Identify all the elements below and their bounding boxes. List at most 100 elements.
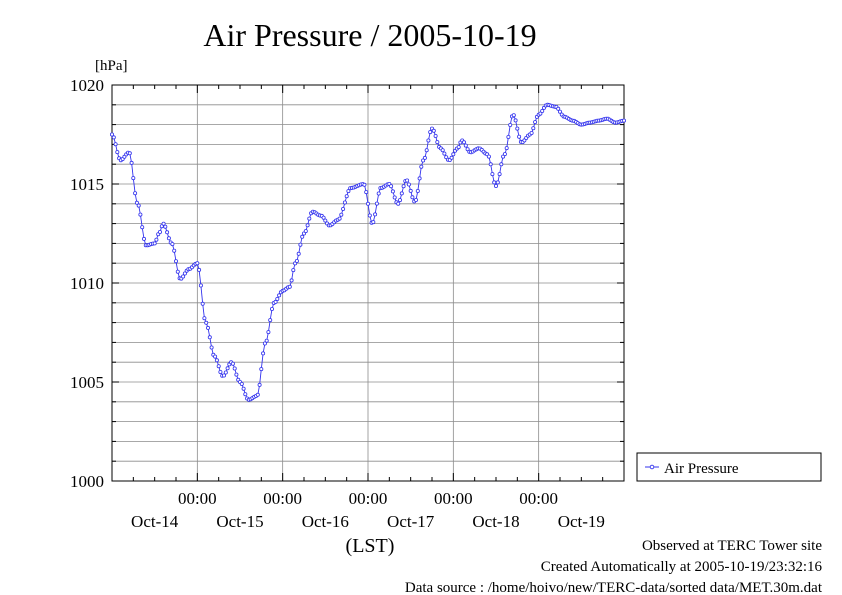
data-point — [152, 241, 157, 246]
data-point — [230, 361, 235, 366]
data-point — [269, 306, 274, 311]
data-point — [216, 364, 221, 369]
y-tick-labels: 1000 1005 1010 1015 1020 — [70, 76, 104, 491]
data-point — [291, 268, 296, 273]
data-point — [110, 132, 115, 137]
data-point — [154, 237, 159, 242]
data-point — [440, 148, 445, 153]
data-point — [410, 195, 415, 200]
x-day-label: Oct-19 — [558, 512, 605, 531]
data-point — [419, 164, 424, 169]
plot-area-frame — [111, 84, 625, 482]
data-point — [131, 176, 136, 181]
data-point — [268, 318, 273, 323]
data-point — [165, 230, 170, 235]
x-day-label: Oct-16 — [302, 512, 349, 531]
data-point — [374, 201, 379, 206]
data-point — [456, 145, 461, 150]
x-tick-label: 00:00 — [519, 489, 558, 508]
data-point — [277, 293, 282, 298]
data-point — [298, 242, 303, 247]
data-point — [396, 201, 401, 206]
data-point — [397, 198, 402, 203]
data-point — [307, 216, 312, 221]
data-point — [508, 123, 513, 128]
data-point — [163, 224, 168, 229]
data-point — [140, 225, 145, 230]
data-point — [300, 234, 305, 239]
data-point — [181, 274, 186, 279]
data-point — [262, 341, 267, 346]
footer-created: Created Automatically at 2005-10-19/23:3… — [541, 559, 823, 575]
data-point — [435, 140, 440, 145]
data-point — [323, 218, 328, 223]
data-point — [134, 200, 139, 205]
data-point — [558, 109, 563, 114]
data-point — [175, 269, 180, 274]
data-point — [257, 382, 262, 387]
x-day-label: Oct-14 — [131, 512, 179, 531]
data-point — [413, 197, 418, 202]
data-point — [376, 191, 381, 196]
data-point — [294, 258, 299, 263]
data-point — [182, 271, 187, 276]
data-point — [422, 155, 427, 160]
data-point — [504, 146, 509, 151]
data-point — [289, 278, 294, 283]
data-point — [275, 296, 280, 301]
data-point — [442, 151, 447, 156]
x-tick-label: 00:00 — [434, 489, 473, 508]
data-point — [449, 155, 454, 160]
data-point — [408, 188, 413, 193]
data-point — [223, 370, 228, 375]
data-point — [111, 135, 116, 140]
data-point — [390, 189, 395, 194]
legend-label: Air Pressure — [664, 461, 739, 477]
data-point — [401, 184, 406, 189]
data-point — [157, 229, 162, 234]
y-axis-unit: [hPa] — [95, 58, 128, 74]
data-point — [517, 134, 522, 139]
data-point — [166, 236, 171, 241]
data-point — [502, 152, 507, 157]
data-point — [198, 283, 203, 288]
data-point — [342, 200, 347, 205]
data-point — [493, 183, 498, 188]
data-point — [255, 392, 260, 397]
data-point — [129, 160, 134, 165]
legend: Air Pressure — [636, 452, 822, 482]
data-point — [392, 195, 397, 200]
x-axis-label: (LST) — [346, 535, 395, 557]
data-point — [531, 126, 536, 131]
data-point — [241, 386, 246, 391]
data-point — [461, 140, 466, 145]
data-point — [264, 338, 269, 343]
footer-source: Data source : /home/hoivo/new/TERC-data/… — [405, 580, 823, 595]
data-point — [232, 366, 237, 371]
data-point — [488, 162, 493, 167]
x-tick-label: 00:00 — [349, 489, 388, 508]
data-point — [136, 203, 141, 208]
data-point — [243, 392, 248, 397]
data-point — [205, 325, 210, 330]
data-point — [339, 212, 344, 217]
data-point — [367, 213, 372, 218]
y-tick-label: 1010 — [70, 274, 104, 293]
data-point — [234, 372, 239, 377]
data-point — [261, 351, 266, 356]
legend-marker — [649, 464, 655, 470]
data-point — [214, 358, 219, 363]
data-point — [202, 316, 207, 321]
data-point — [428, 130, 433, 135]
data-point — [406, 182, 411, 187]
data-point — [431, 128, 436, 133]
data-point — [127, 151, 132, 156]
data-point — [421, 158, 426, 163]
x-day-label: Oct-18 — [472, 512, 519, 531]
data-point — [529, 130, 534, 135]
data-point — [433, 133, 438, 138]
grid-lines — [112, 85, 624, 481]
data-point — [486, 154, 491, 159]
data-point — [463, 143, 468, 148]
data-point — [540, 109, 545, 114]
